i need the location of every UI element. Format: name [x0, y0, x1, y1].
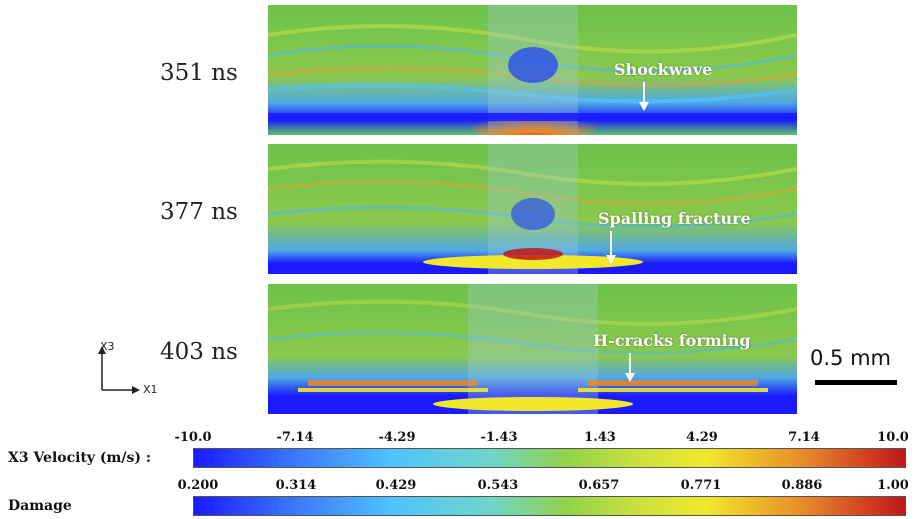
scale-bar: [815, 380, 897, 385]
velocity-colorbar: [193, 448, 906, 468]
velocity-colorbar-label: X3 Velocity (m/s) :: [8, 450, 152, 466]
velocity-tick: -1.43: [480, 430, 518, 445]
arrow-down-icon: [639, 82, 649, 111]
simulation-panel-403ns: [268, 284, 797, 414]
axis-indicator: [98, 346, 140, 394]
velocity-tick: -7.14: [276, 430, 314, 445]
velocity-tick: 4.29: [686, 430, 718, 445]
damage-tick: 0.429: [375, 478, 417, 493]
simulation-panel-351ns: [268, 5, 797, 135]
axis-label-x1: X1: [143, 383, 158, 396]
velocity-tick: 10.0: [877, 430, 909, 445]
damage-tick: 0.657: [578, 478, 620, 493]
damage-tick: 1.00: [877, 478, 909, 493]
axis-label-x3: X3: [100, 340, 115, 353]
velocity-tick: 7.14: [788, 430, 820, 445]
annotation-spalling-fracture: Spalling fracture: [598, 209, 751, 228]
velocity-tick: 1.43: [584, 430, 616, 445]
velocity-tick: -4.29: [378, 430, 416, 445]
time-label-403: 403 ns: [160, 339, 238, 365]
arrow-down-icon: [625, 353, 635, 382]
velocity-tick: -10.0: [174, 430, 212, 445]
arrow-down-icon: [606, 231, 616, 264]
annotation-h-cracks-forming: H-cracks forming: [593, 331, 751, 350]
time-label-351: 351 ns: [160, 60, 238, 86]
time-label-377: 377 ns: [160, 199, 238, 225]
damage-tick: 0.543: [477, 478, 519, 493]
damage-tick: 0.200: [177, 478, 219, 493]
damage-tick: 0.886: [781, 478, 823, 493]
scale-bar-label: 0.5 mm: [810, 346, 891, 370]
simulation-panel-377ns: [268, 144, 797, 274]
damage-tick: 0.314: [275, 478, 317, 493]
damage-colorbar: [193, 496, 906, 516]
damage-tick: 0.771: [680, 478, 722, 493]
annotation-shockwave: Shockwave: [614, 60, 713, 79]
damage-colorbar-label: Damage: [8, 498, 72, 514]
